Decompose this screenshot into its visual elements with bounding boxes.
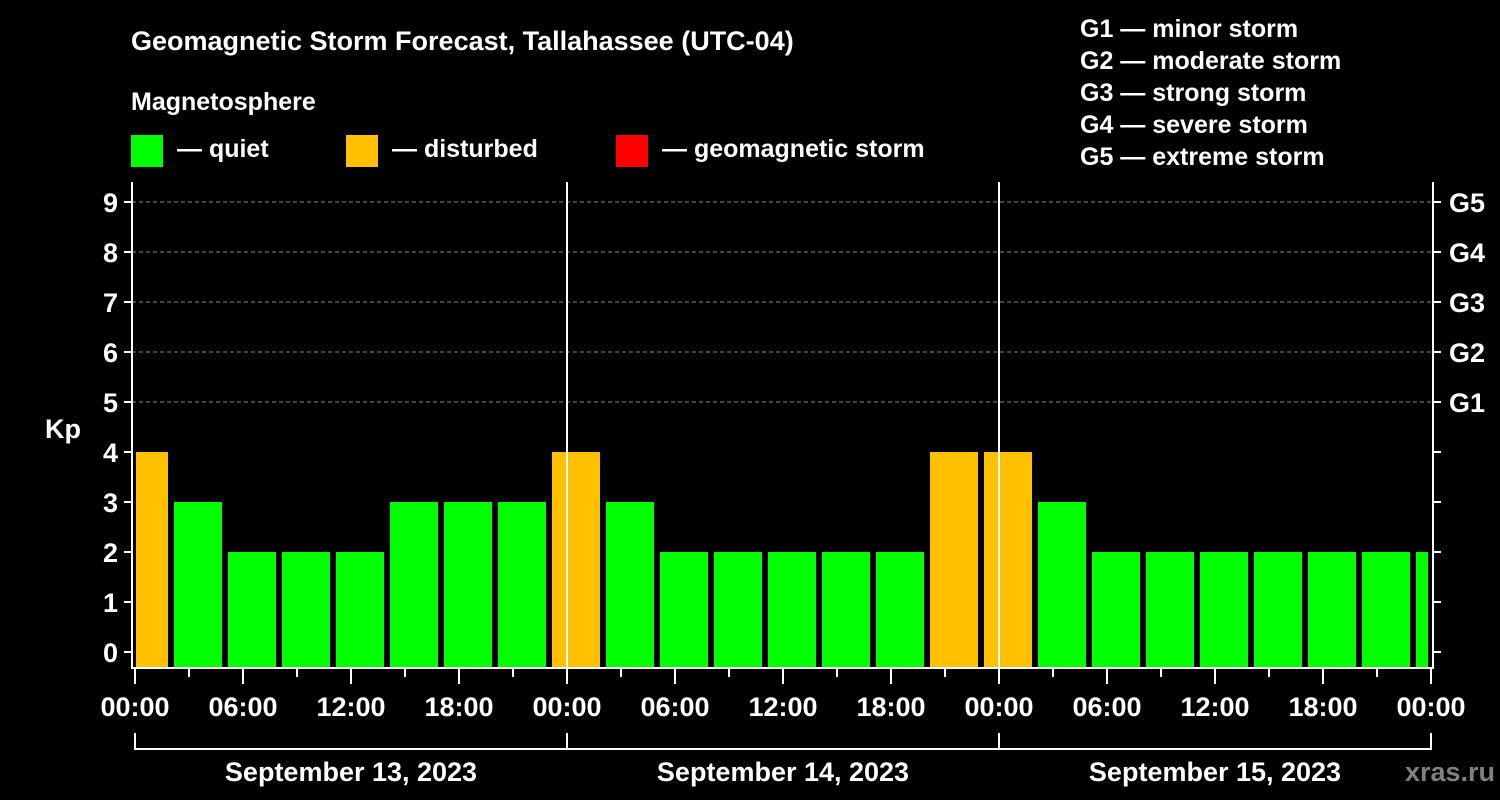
legend-label-0: — quiet — [177, 135, 269, 163]
x-tick-label-9: 06:00 — [1072, 692, 1141, 722]
day-label-0: September 13, 2023 — [225, 757, 477, 787]
bar-11 — [714, 552, 762, 668]
bar-20 — [1200, 552, 1248, 668]
bar-3 — [282, 552, 330, 668]
y-tick-label-4: 4 — [103, 438, 118, 468]
x-tick-label-5: 06:00 — [640, 692, 709, 722]
bar-1 — [174, 502, 222, 668]
right-tick-label-G1: G1 — [1449, 388, 1485, 418]
day-bracket-0 — [134, 733, 568, 750]
y-tick-label-8: 8 — [103, 238, 118, 268]
bar-14 — [876, 552, 924, 668]
bar-22 — [1308, 552, 1356, 668]
bar-6 — [444, 502, 492, 668]
storm-scale-item-4: G5 — extreme storm — [1080, 143, 1325, 171]
bar-13 — [822, 552, 870, 668]
legend-swatch-0 — [131, 135, 163, 167]
y-tick-label-2: 2 — [103, 538, 118, 568]
x-tick-label-0: 00:00 — [100, 692, 169, 722]
legend-label-1: — disturbed — [392, 135, 538, 163]
x-tick-label-1: 06:00 — [208, 692, 277, 722]
day-bracket-2 — [998, 733, 1432, 750]
bar-5 — [390, 502, 438, 668]
bar-16 — [984, 452, 1032, 668]
bar-0 — [136, 452, 168, 668]
legend-label-2: — geomagnetic storm — [662, 135, 925, 163]
bar-8 — [552, 452, 600, 668]
y-tick-label-6: 6 — [103, 338, 118, 368]
bar-12 — [768, 552, 816, 668]
day-label-1: September 14, 2023 — [657, 757, 909, 787]
right-tick-label-G5: G5 — [1449, 188, 1485, 218]
bar-19 — [1146, 552, 1194, 668]
storm-scale-item-3: G4 — severe storm — [1080, 111, 1308, 139]
x-tick-label-6: 12:00 — [748, 692, 817, 722]
x-tick-label-8: 00:00 — [964, 692, 1033, 722]
x-tick-label-10: 12:00 — [1180, 692, 1249, 722]
x-tick-label-7: 18:00 — [856, 692, 925, 722]
bar-23 — [1362, 552, 1410, 668]
x-tick-label-11: 18:00 — [1288, 692, 1357, 722]
x-tick-label-4: 00:00 — [532, 692, 601, 722]
y-tick-label-9: 9 — [103, 188, 118, 218]
day-label-2: September 15, 2023 — [1089, 757, 1341, 787]
day-bracket-1 — [566, 733, 1000, 750]
bar-24 — [1416, 552, 1428, 668]
bar-21 — [1254, 552, 1302, 668]
y-axis-label: Kp — [45, 414, 81, 444]
bar-15 — [930, 452, 978, 668]
right-tick-label-G2: G2 — [1449, 338, 1485, 368]
y-tick-label-0: 0 — [103, 638, 118, 668]
legend-title: Magnetosphere — [131, 88, 316, 116]
y-tick-label-3: 3 — [103, 488, 118, 518]
y-tick-label-1: 1 — [103, 588, 118, 618]
bar-9 — [606, 502, 654, 668]
bar-2 — [228, 552, 276, 668]
storm-scale-item-0: G1 — minor storm — [1080, 15, 1298, 43]
storm-scale-item-2: G3 — strong storm — [1080, 79, 1306, 107]
chart-title: Geomagnetic Storm Forecast, Tallahassee … — [131, 26, 794, 56]
bar-10 — [660, 552, 708, 668]
legend-swatch-1 — [346, 135, 378, 167]
bar-18 — [1092, 552, 1140, 668]
x-tick-label-12: 00:00 — [1396, 692, 1465, 722]
bar-7 — [498, 502, 546, 668]
x-tick-label-3: 18:00 — [424, 692, 493, 722]
bar-4 — [336, 552, 384, 668]
right-tick-label-G4: G4 — [1449, 238, 1485, 268]
right-tick-label-G3: G3 — [1449, 288, 1485, 318]
bar-17 — [1038, 502, 1086, 668]
x-tick-label-2: 12:00 — [316, 692, 385, 722]
y-tick-label-5: 5 — [103, 388, 118, 418]
storm-scale-item-1: G2 — moderate storm — [1080, 47, 1341, 75]
watermark: xras.ru — [1405, 757, 1495, 787]
y-tick-label-7: 7 — [103, 288, 118, 318]
legend-swatch-2 — [616, 135, 648, 167]
